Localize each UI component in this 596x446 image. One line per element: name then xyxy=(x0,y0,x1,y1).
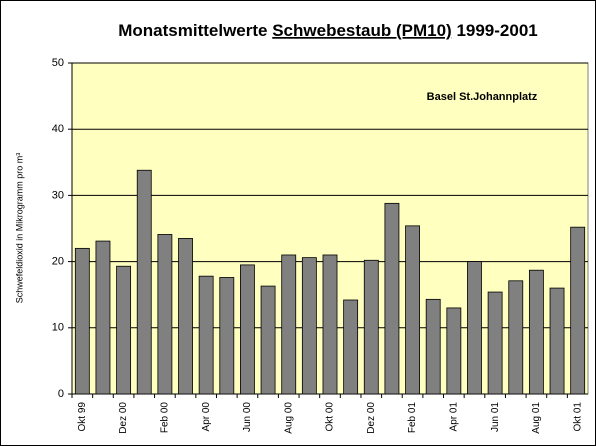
x-tick-label: Feb 01 xyxy=(407,402,418,434)
bar xyxy=(384,202,400,395)
bar xyxy=(178,238,193,395)
bar xyxy=(446,307,462,395)
title-part: 1999-2001 xyxy=(452,21,538,40)
bar xyxy=(425,298,441,395)
x-tick-label: Aug 00 xyxy=(283,402,294,434)
bar xyxy=(528,269,544,395)
bar xyxy=(467,261,482,395)
bar xyxy=(95,240,111,395)
x-tick-label: Apr 00 xyxy=(201,402,212,432)
bar xyxy=(136,169,152,395)
x-tick-label: Jun 01 xyxy=(490,402,501,432)
y-axis-label: Schwefeldioxid in Mikrogramm pro m³ xyxy=(14,153,24,304)
x-tick-label: Okt 01 xyxy=(572,402,583,432)
y-tick-label: 40 xyxy=(52,123,64,135)
x-tick-label: Jun 00 xyxy=(242,402,253,432)
y-tick-label: 0 xyxy=(58,388,64,400)
bar xyxy=(240,264,255,395)
bar xyxy=(219,277,235,395)
y-tick-label: 30 xyxy=(52,189,64,201)
annotation: Basel St.Johannplatz xyxy=(427,91,538,103)
y-tick-label: 50 xyxy=(52,57,64,69)
bar xyxy=(363,259,379,395)
bar xyxy=(198,275,214,395)
bar xyxy=(405,225,420,395)
chart-title: Monatsmittelwerte Schwebestaub (PM10) 19… xyxy=(118,21,538,40)
x-tick-label: Apr 01 xyxy=(448,402,459,432)
bar xyxy=(74,247,90,395)
bar xyxy=(157,234,173,395)
y-tick-label: 20 xyxy=(52,256,64,268)
bar xyxy=(487,291,503,395)
bar xyxy=(260,285,276,395)
bar xyxy=(116,265,132,395)
title-part: Schwebestaub (PM10) xyxy=(272,21,452,40)
x-tick-label: Feb 00 xyxy=(160,402,171,434)
x-tick-label: Dez 00 xyxy=(366,402,377,434)
x-tick-label: Okt 99 xyxy=(77,402,88,432)
bar xyxy=(570,226,586,395)
bar xyxy=(322,254,338,395)
y-tick-label: 10 xyxy=(52,322,64,334)
x-tick-label: Dez 00 xyxy=(118,402,129,434)
x-tick-label: Aug 01 xyxy=(531,402,542,434)
bar xyxy=(343,299,359,395)
bar xyxy=(549,287,565,395)
title-part: Monatsmittelwerte xyxy=(118,21,272,40)
x-tick-label: Okt 00 xyxy=(325,402,336,432)
bar xyxy=(281,254,297,395)
bar xyxy=(301,257,317,395)
bar xyxy=(508,280,524,395)
